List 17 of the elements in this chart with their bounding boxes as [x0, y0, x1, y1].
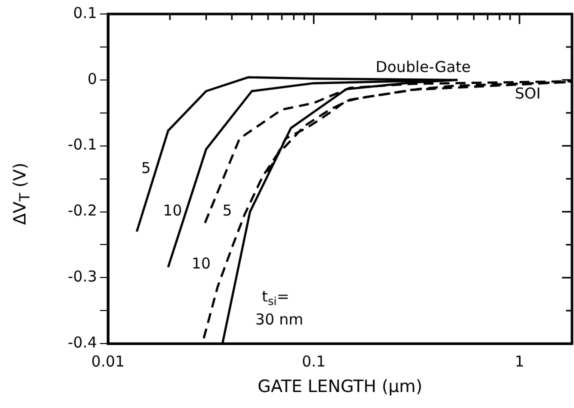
y-tick-label: -0.4 [68, 333, 97, 352]
x-tick-label: 0.1 [302, 352, 326, 370]
x-tick-label: 0.01 [91, 352, 125, 370]
annotation: SOI [514, 84, 541, 102]
annotation: Double-Gate [376, 58, 471, 76]
y-tick-label: -0.1 [68, 136, 97, 154]
y-tick-label: -0.2 [68, 202, 97, 220]
annotation: 10 [192, 254, 211, 272]
annotation: 10 [162, 202, 182, 220]
y-tick-label: 0.1 [73, 4, 97, 22]
annotation: 5 [222, 202, 232, 220]
x-tick-label: 1 [514, 352, 524, 370]
annotation: 5 [141, 158, 151, 177]
x-axis-title: GATE LENGTH (μm) [258, 377, 422, 398]
annotation: 30 nm [255, 310, 304, 328]
y-tick-label: 0 [87, 70, 97, 88]
y-tick-label: -0.3 [68, 268, 97, 286]
